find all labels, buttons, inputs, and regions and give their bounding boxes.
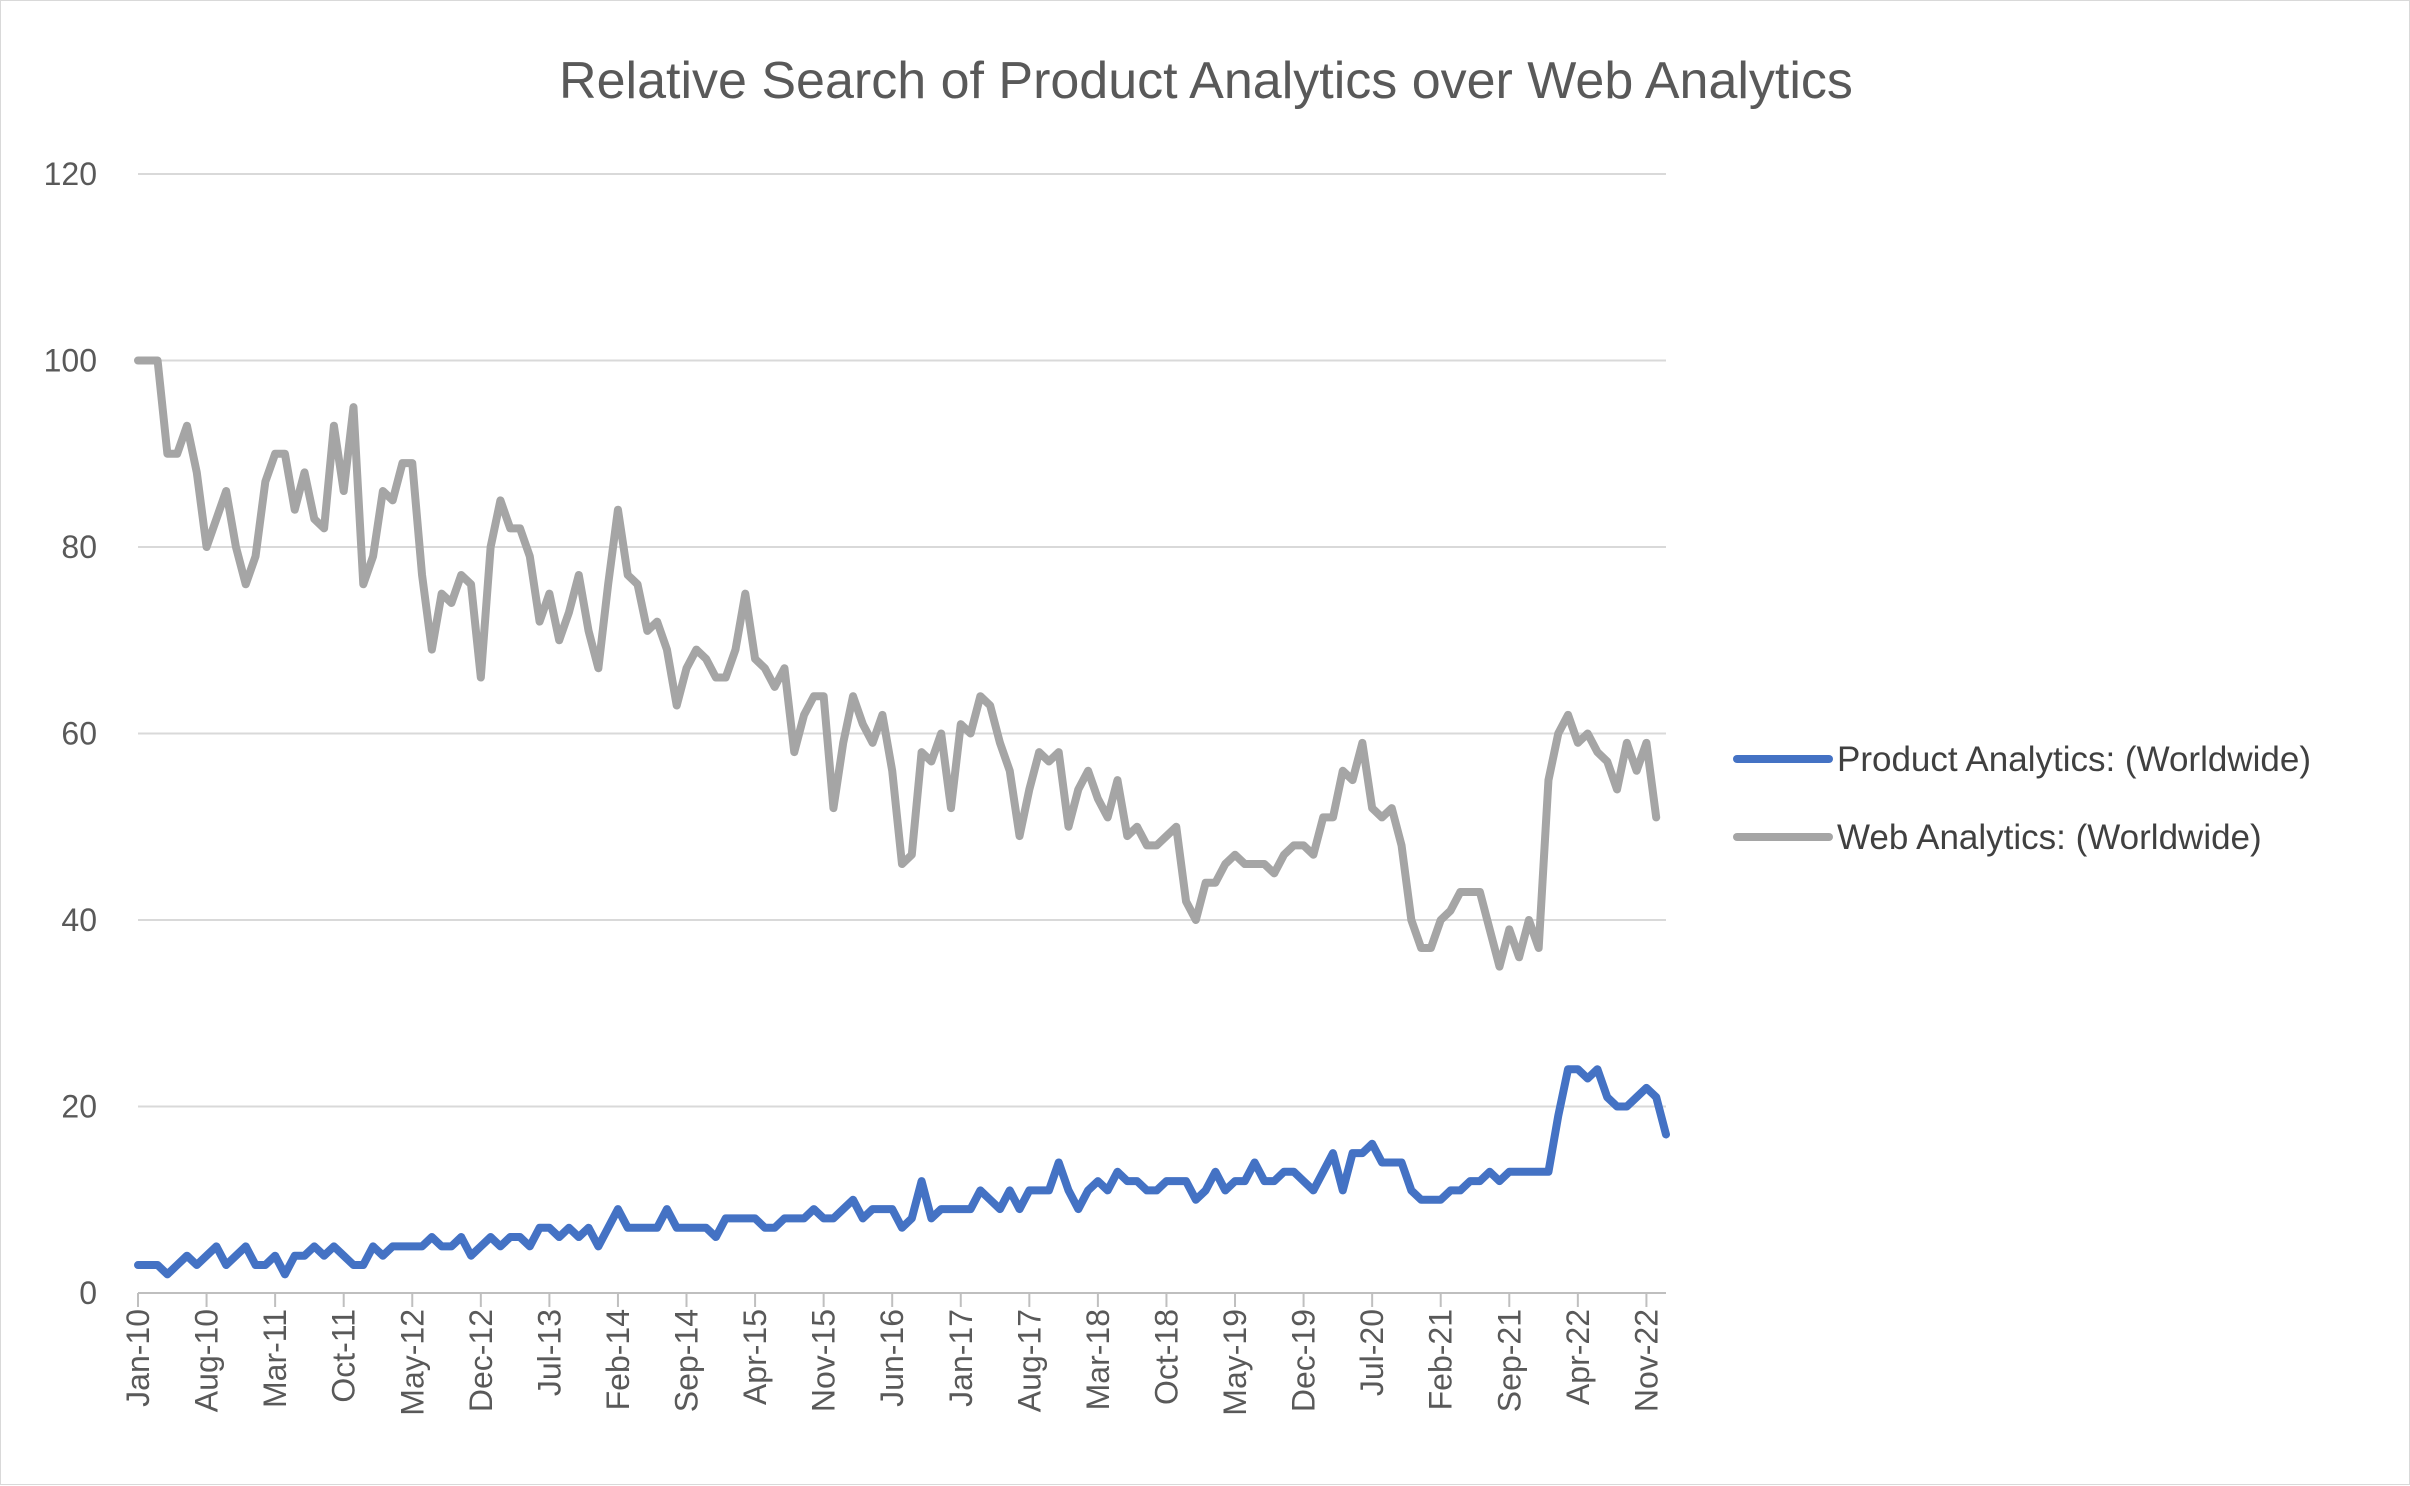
legend: Product Analytics: (Worldwide) Web Analyt… xyxy=(1733,740,2311,857)
x-tick-label: Dec-19 xyxy=(1286,1309,1322,1412)
x-tick-label: Apr-22 xyxy=(1560,1309,1596,1405)
x-tick-label: Aug-10 xyxy=(189,1309,225,1412)
x-tick-label: Sep-21 xyxy=(1491,1309,1527,1412)
x-tick-label: Nov-22 xyxy=(1628,1309,1664,1412)
y-tick-label: 120 xyxy=(44,156,97,192)
x-tick-label: Feb-21 xyxy=(1423,1309,1459,1410)
y-tick-label: 80 xyxy=(61,529,97,565)
x-tick-label: Feb-14 xyxy=(600,1309,636,1410)
x-tick-label: Jan-10 xyxy=(120,1309,156,1407)
chart-title: Relative Search of Product Analytics ove… xyxy=(559,52,1853,110)
x-tick-label: Nov-15 xyxy=(806,1309,842,1412)
y-tick-label: 20 xyxy=(61,1089,97,1125)
legend-label: Web Analytics: (Worldwide) xyxy=(1837,818,2262,857)
x-tick-label: Jun-16 xyxy=(874,1309,910,1407)
x-tick-label: Oct-11 xyxy=(326,1309,362,1403)
y-tick-label: 0 xyxy=(79,1275,97,1311)
x-tick-label: Jan-17 xyxy=(943,1309,979,1407)
y-tick-label: 40 xyxy=(61,902,97,938)
x-tick-label: Apr-15 xyxy=(737,1309,773,1405)
y-tick-label: 60 xyxy=(61,716,97,752)
x-tick-label: Mar-11 xyxy=(257,1309,293,1408)
x-tick-label: May-19 xyxy=(1217,1309,1253,1416)
series-lines xyxy=(134,356,1670,1279)
series-line-web-analytics xyxy=(134,356,1661,971)
x-tick-label: Aug-17 xyxy=(1011,1309,1047,1412)
x-tick-label: Jul-13 xyxy=(531,1309,567,1396)
x-tick-label: Sep-14 xyxy=(669,1309,705,1412)
gridlines xyxy=(138,173,1666,1108)
x-tick-label: Dec-12 xyxy=(463,1309,499,1412)
x-axis: Jan-10 Aug-10 Mar-11 Oct-11 May-12 Dec-12 Jul-… xyxy=(120,1292,1666,1416)
series-line-product-analytics xyxy=(134,1065,1670,1279)
legend-label: Product Analytics: (Worldwide) xyxy=(1837,740,2311,779)
x-tick-label: Mar-18 xyxy=(1080,1309,1116,1410)
y-tick-label: 100 xyxy=(44,343,97,379)
x-tick-label: Jul-20 xyxy=(1354,1309,1390,1396)
x-tick-label: May-12 xyxy=(394,1309,430,1416)
x-tick-label: Oct-18 xyxy=(1148,1309,1184,1405)
y-axis-tick-labels: 0 20 40 60 80 100 120 xyxy=(44,156,97,1311)
